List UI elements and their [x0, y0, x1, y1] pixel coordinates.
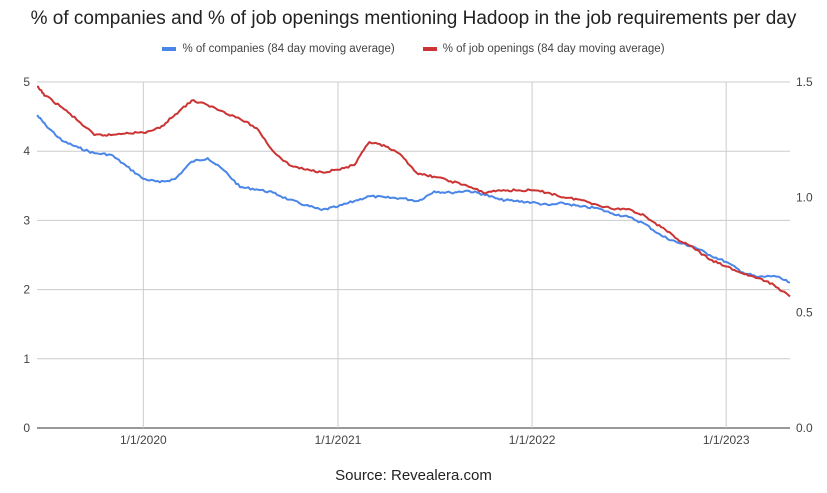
legend-swatch-companies — [162, 47, 177, 51]
legend-label-job-openings: % of job openings (84 day moving average… — [442, 43, 665, 55]
y-left-tick-label: 2 — [23, 283, 30, 297]
y-right-tick-label: 0.5 — [796, 306, 813, 320]
gridlines — [37, 81, 790, 429]
series-line-companies — [36, 114, 791, 284]
x-tick-label: 1/1/2021 — [315, 433, 362, 447]
y-left-tick-label: 4 — [23, 144, 30, 158]
x-tick-label: 1/1/2023 — [703, 433, 750, 447]
legend-item-companies[interactable]: % of companies (84 day moving average) — [162, 43, 395, 55]
y-left-tick-label: 5 — [23, 75, 30, 89]
legend-label-companies: % of companies (84 day moving average) — [182, 43, 395, 55]
y-right-tick-label: 1.0 — [796, 190, 813, 204]
series-lines — [36, 85, 791, 298]
chart-title: % of companies and % of job openings men… — [30, 8, 797, 29]
y-left-tick-label: 1 — [23, 352, 30, 366]
series-line-job-openings — [36, 85, 791, 298]
legend-item-job-openings[interactable]: % of job openings (84 day moving average… — [422, 43, 665, 55]
legend-swatch-job-openings — [422, 47, 437, 51]
source-note: Source: Revealera.com — [335, 467, 492, 484]
y-left-tick-label: 3 — [23, 213, 30, 227]
legend[interactable]: % of companies (84 day moving average) %… — [0, 43, 827, 55]
x-tick-label: 1/1/2020 — [120, 433, 167, 447]
y-right-tick-label: 0.0 — [796, 421, 813, 435]
y-right-tick-label: 1.5 — [796, 75, 813, 89]
y-left-tick-label: 0 — [23, 421, 30, 435]
axes: 0 1 2 3 4 5 0.0 0.5 1.0 1.5 1/1/2020 1/1/2021 1/1/20… — [23, 75, 813, 447]
x-tick-label: 1/1/2022 — [509, 433, 556, 447]
